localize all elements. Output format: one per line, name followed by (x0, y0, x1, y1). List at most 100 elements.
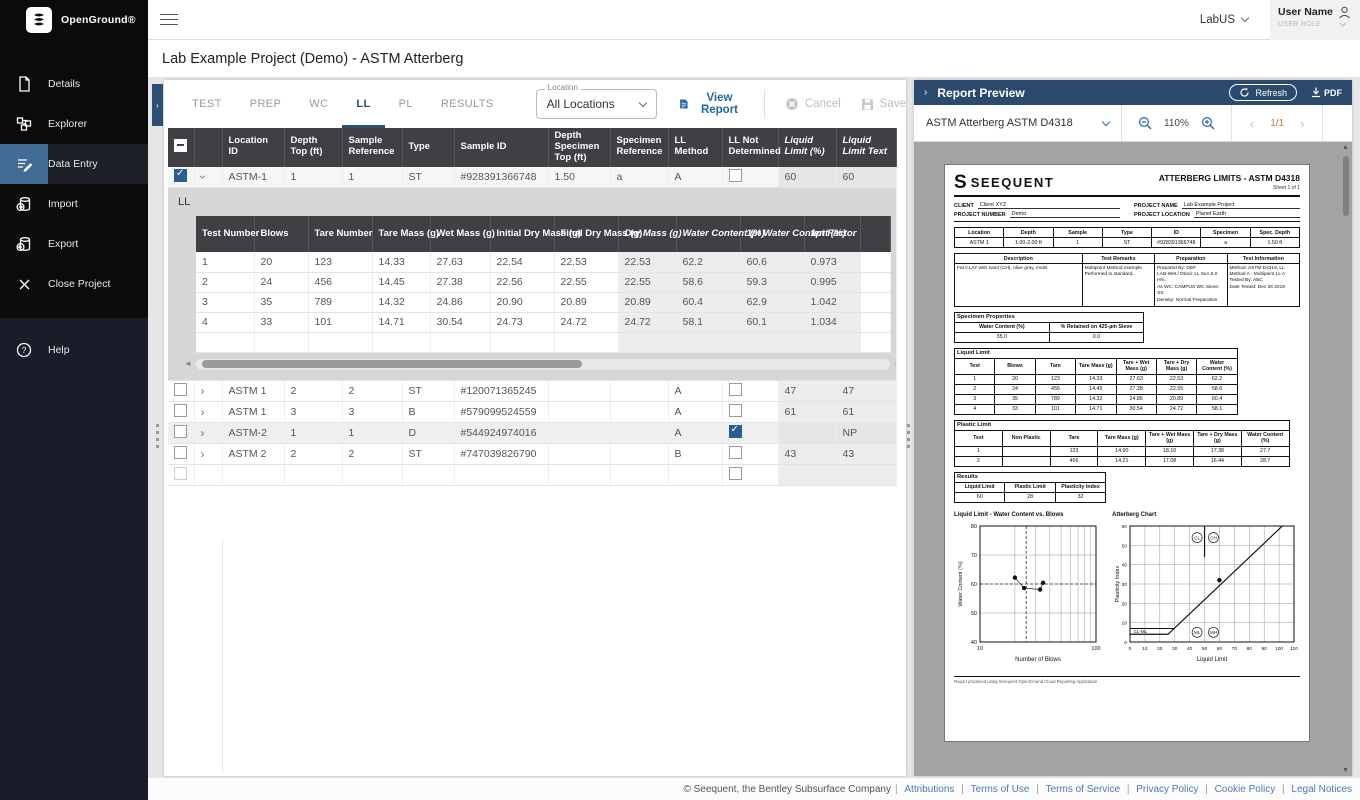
ll-not-determined-checkbox[interactable] (728, 445, 742, 459)
collapse-row-icon[interactable]: › (195, 175, 210, 180)
ll-not-determined-checkbox[interactable] (728, 169, 742, 183)
subgrid-cell[interactable]: 123 (308, 252, 373, 273)
scroll-right-icon[interactable]: ► (894, 359, 895, 368)
grid-cell[interactable]: 1.50 (548, 166, 611, 189)
grid-cell[interactable]: #747039826790 (454, 443, 549, 465)
subgrid-cell[interactable]: 101 (308, 312, 373, 333)
subgrid-cell[interactable]: 35 (254, 292, 309, 313)
subgrid-cell[interactable]: 22.54 (490, 252, 555, 273)
grid-cell[interactable] (342, 464, 403, 486)
report-scrollbar[interactable]: ▲ ▼ (1341, 144, 1351, 774)
grid-cell-ll-not-determined[interactable] (722, 401, 779, 423)
sidebar-item-details[interactable]: Details (0, 64, 148, 104)
grid-cell[interactable] (610, 380, 669, 402)
lab-selector[interactable]: LabUS (1200, 14, 1250, 26)
sidebar-item-help[interactable]: ? Help (0, 330, 148, 370)
row-checkbox[interactable] (174, 424, 187, 438)
grid-cell[interactable]: A (668, 422, 723, 444)
grid-cell[interactable] (668, 464, 723, 486)
grid-cell[interactable] (548, 422, 611, 444)
subgrid-cell[interactable]: 24.86 (430, 292, 491, 313)
grid-cell-ll-not-determined[interactable] (722, 422, 779, 444)
grid-cell[interactable]: a (610, 166, 669, 189)
grid-cell[interactable]: B (668, 443, 723, 465)
sidebar-item-import[interactable]: Import (0, 184, 148, 224)
subgrid-cell[interactable]: 33 (254, 312, 309, 333)
report-template-select[interactable]: ASTM Atterberg ASTM D4318 (914, 105, 1122, 141)
app-logo[interactable]: OpenGround® (0, 0, 148, 40)
tab-wc[interactable]: WC (309, 97, 329, 110)
zoom-in-icon[interactable] (1201, 116, 1215, 130)
subgrid-cell[interactable] (490, 332, 555, 353)
grid-cell[interactable] (610, 443, 669, 465)
grid-cell[interactable]: 1 (342, 166, 403, 189)
grid-cell[interactable]: #544924974016 (454, 422, 549, 444)
horizontal-scrollbar[interactable]: ◄► (184, 358, 895, 370)
ll-not-determined-checkbox[interactable] (728, 403, 742, 417)
tab-pl[interactable]: PL (398, 97, 413, 110)
tab-test[interactable]: TEST (192, 97, 222, 110)
subgrid-cell[interactable]: 20.89 (554, 292, 619, 313)
grid-cell[interactable]: ASTM 2 (222, 443, 285, 465)
grid-cell[interactable]: ASTM 1 (222, 380, 285, 402)
row-checkbox[interactable] (174, 445, 187, 459)
grid-cell[interactable] (454, 464, 549, 486)
grid-cell[interactable]: 1 (284, 422, 343, 444)
subgrid-cell[interactable]: 24.73 (490, 312, 555, 333)
grid-cell[interactable]: #928391366748 (454, 166, 549, 189)
subgrid-cell[interactable]: 2 (196, 272, 255, 293)
panel-splitter[interactable] (906, 78, 914, 778)
grid-cell[interactable]: A (668, 401, 723, 423)
collapse-chevron-icon[interactable]: › (924, 87, 928, 98)
user-menu[interactable]: User Name USER ROLE (1270, 0, 1360, 40)
subgrid-cell[interactable] (308, 332, 373, 353)
grid-cell[interactable] (222, 464, 285, 486)
left-drag-handle[interactable] (155, 424, 160, 448)
expand-row-icon[interactable]: › (200, 383, 205, 398)
grid-cell-ll-not-determined[interactable] (722, 380, 779, 402)
grid-cell-ll-not-determined[interactable] (722, 464, 779, 486)
subgrid-cell[interactable]: 27.38 (430, 272, 491, 293)
ll-not-determined-checkbox[interactable] (728, 424, 742, 438)
grid-cell[interactable]: ST (402, 166, 455, 189)
sidebar-item-export[interactable]: Export (0, 224, 148, 264)
pdf-download-button[interactable]: PDF (1311, 87, 1342, 98)
grid-cell[interactable] (402, 464, 455, 486)
subgrid-cell[interactable] (254, 332, 309, 353)
row-checkbox[interactable] (174, 403, 187, 417)
grid-cell[interactable]: ASTM 1 (222, 401, 285, 423)
grid-cell[interactable]: 2 (342, 443, 403, 465)
select-all-header[interactable] (168, 128, 195, 167)
subgrid-cell[interactable]: 789 (308, 292, 373, 313)
subgrid-cell[interactable]: 1 (196, 252, 255, 273)
grid-cell[interactable]: ASTM-1 (222, 166, 285, 189)
grid-cell[interactable]: #120071365245 (454, 380, 549, 402)
ll-not-determined-checkbox[interactable] (728, 466, 742, 480)
scroll-down-icon[interactable]: ▼ (1342, 767, 1349, 774)
grid-cell[interactable]: D (402, 422, 455, 444)
refresh-button[interactable]: Refresh (1229, 84, 1297, 101)
sidebar-item-close-project[interactable]: Close Project (0, 264, 148, 304)
subgrid-cell[interactable]: 456 (308, 272, 373, 293)
view-report-button[interactable]: View Report (679, 92, 744, 116)
subgrid-cell[interactable]: 27.63 (430, 252, 491, 273)
row-checkbox[interactable] (174, 466, 187, 480)
select-all-checkbox[interactable] (174, 138, 187, 152)
subgrid-cell[interactable]: 3 (196, 292, 255, 313)
sidebar-item-explorer[interactable]: Explorer (0, 104, 148, 144)
grid-cell[interactable]: 2 (342, 380, 403, 402)
row-checkbox[interactable] (174, 382, 187, 396)
next-page-icon[interactable]: › (1300, 115, 1305, 131)
grid-cell[interactable]: B (402, 401, 455, 423)
grid-cell[interactable] (548, 443, 611, 465)
grid-cell-ll-not-determined[interactable] (722, 166, 779, 189)
hamburger-menu-icon[interactable] (160, 10, 178, 28)
footer-link[interactable]: Terms of Service (1045, 783, 1121, 795)
grid-cell[interactable]: ST (402, 380, 455, 402)
footer-link[interactable]: Legal Notices (1291, 783, 1352, 795)
subgrid-cell[interactable]: 22.53 (554, 252, 619, 273)
footer-link[interactable]: Terms of Use (970, 783, 1030, 795)
tab-prep[interactable]: PREP (249, 97, 282, 110)
grid-cell[interactable]: 2 (284, 380, 343, 402)
grid-cell[interactable]: ASTM-2 (222, 422, 285, 444)
